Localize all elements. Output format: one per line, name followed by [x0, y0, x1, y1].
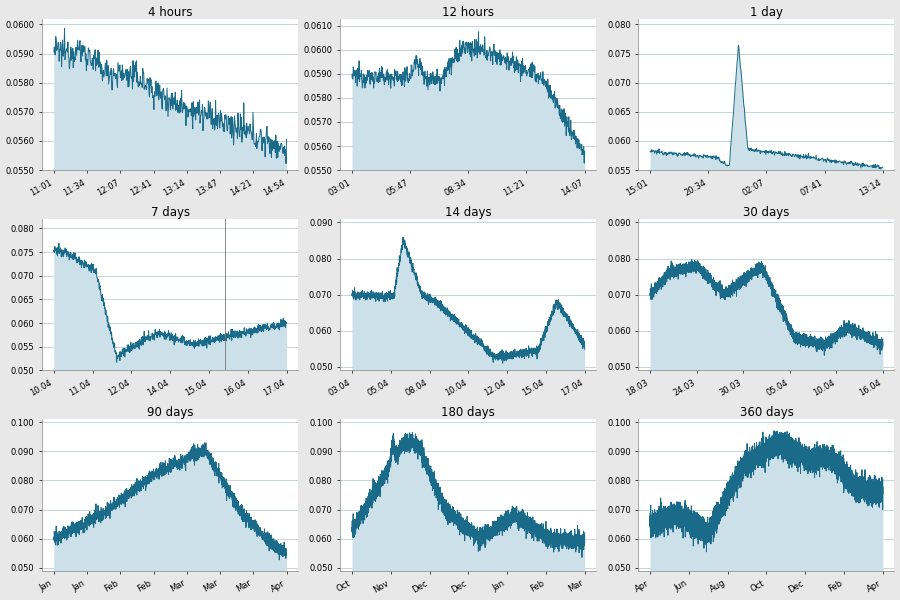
Title: 7 days: 7 days	[150, 206, 190, 219]
Title: 4 hours: 4 hours	[148, 5, 193, 19]
Title: 180 days: 180 days	[441, 406, 495, 419]
Title: 90 days: 90 days	[147, 406, 194, 419]
Title: 30 days: 30 days	[743, 206, 789, 219]
Title: 1 day: 1 day	[750, 5, 783, 19]
Title: 360 days: 360 days	[740, 406, 794, 419]
Title: 12 hours: 12 hours	[442, 5, 494, 19]
Title: 14 days: 14 days	[445, 206, 491, 219]
